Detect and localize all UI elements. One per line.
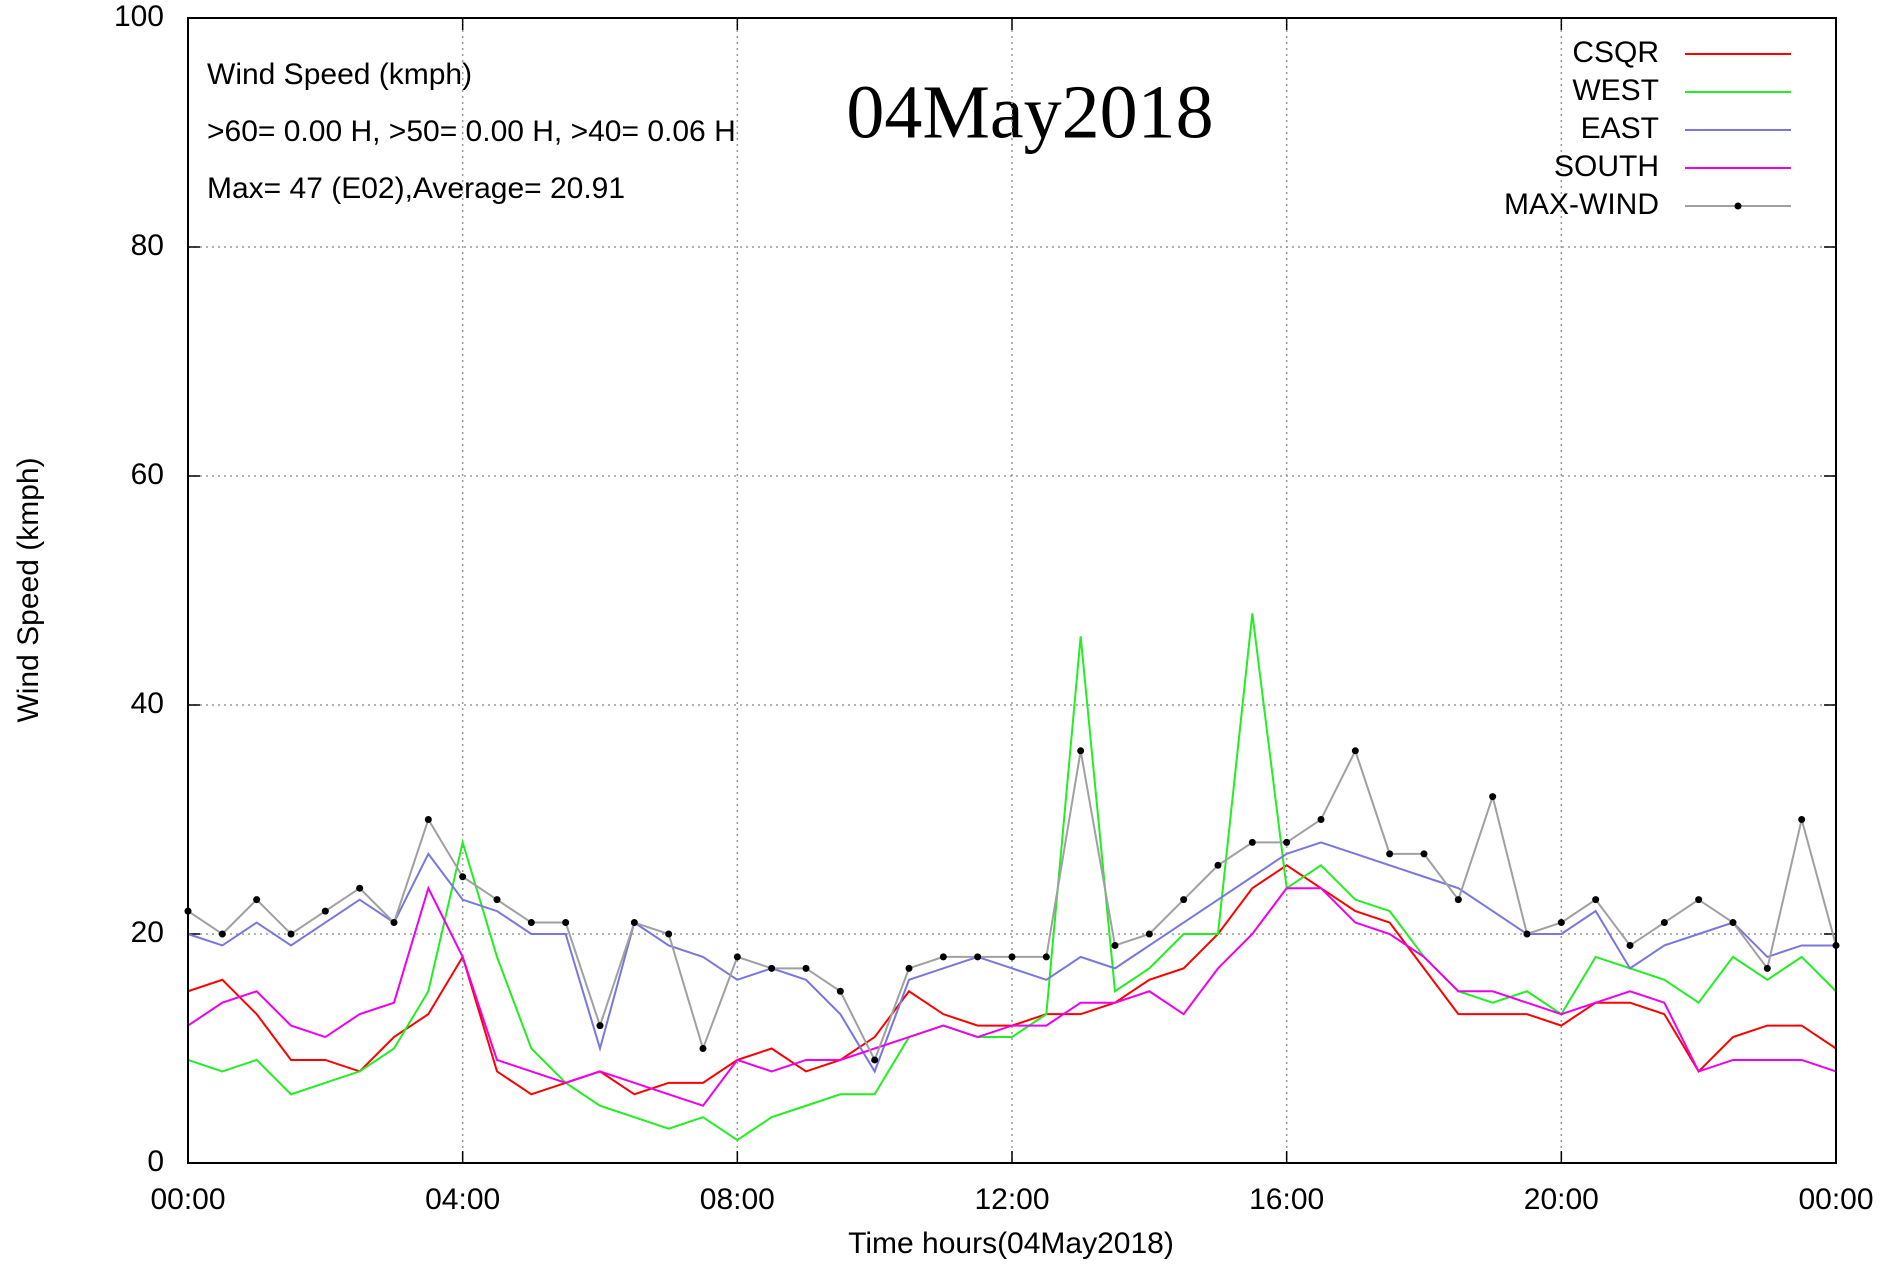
legend-label: CSQR bbox=[1572, 36, 1659, 69]
date-label: 04May2018 bbox=[846, 70, 1213, 154]
series-marker bbox=[974, 953, 982, 961]
series-marker bbox=[1557, 919, 1565, 927]
series-marker bbox=[1077, 747, 1085, 755]
legend-marker bbox=[1734, 202, 1742, 210]
series-marker bbox=[1420, 850, 1428, 858]
series-marker bbox=[356, 884, 364, 892]
series-marker bbox=[1454, 896, 1462, 904]
plot-frame bbox=[187, 17, 1837, 1164]
series-marker bbox=[321, 907, 329, 915]
series-marker bbox=[1386, 850, 1394, 858]
series-marker bbox=[1695, 896, 1703, 904]
x-tick-label: 16:00 bbox=[1249, 1183, 1324, 1216]
series-marker bbox=[1729, 919, 1737, 927]
y-tick-label: 60 bbox=[131, 458, 164, 491]
series-marker bbox=[1145, 930, 1153, 938]
series-marker bbox=[1351, 747, 1359, 755]
series-marker bbox=[287, 930, 295, 938]
series-marker bbox=[493, 896, 501, 904]
x-tick-label: 04:00 bbox=[425, 1183, 500, 1216]
series-marker bbox=[1042, 953, 1050, 961]
series-line bbox=[187, 748, 1837, 1063]
y-axis-label: Wind Speed (kmph) bbox=[12, 457, 45, 722]
series-marker bbox=[836, 987, 844, 995]
x-tick-label: 00:00 bbox=[150, 1183, 225, 1216]
series-marker bbox=[424, 816, 432, 823]
annotation: Max= 47 (E02),Average= 20.91 bbox=[207, 172, 625, 205]
series-marker bbox=[699, 1045, 707, 1052]
series-marker bbox=[1523, 930, 1531, 938]
series-marker bbox=[871, 1056, 879, 1064]
x-tick-label: 08:00 bbox=[700, 1183, 775, 1216]
legend-label: EAST bbox=[1581, 112, 1659, 145]
series-marker bbox=[1763, 964, 1771, 972]
series-marker bbox=[253, 896, 261, 904]
legend-label: MAX-WIND bbox=[1504, 188, 1659, 221]
series-marker bbox=[733, 953, 741, 961]
series-marker bbox=[1592, 896, 1600, 904]
series-marker bbox=[665, 930, 673, 938]
series-marker bbox=[630, 919, 638, 927]
y-tick-label: 100 bbox=[114, 0, 164, 33]
series-marker bbox=[768, 964, 776, 972]
series-marker bbox=[1317, 816, 1325, 823]
series-marker bbox=[218, 930, 226, 938]
series-marker bbox=[1111, 941, 1119, 949]
series-marker bbox=[527, 919, 535, 927]
legend-label: WEST bbox=[1572, 74, 1659, 107]
series-marker bbox=[1214, 861, 1222, 869]
series-marker bbox=[939, 953, 947, 961]
legend-label: SOUTH bbox=[1554, 150, 1659, 183]
series-marker bbox=[390, 919, 398, 927]
x-tick-label: 12:00 bbox=[974, 1183, 1049, 1216]
series-marker bbox=[802, 964, 810, 972]
series-marker bbox=[1283, 838, 1291, 846]
x-tick-label: 00:00 bbox=[1798, 1183, 1873, 1216]
series-marker bbox=[562, 919, 570, 927]
annotation: >60= 0.00 H, >50= 0.00 H, >40= 0.06 H bbox=[207, 115, 736, 148]
y-tick-label: 0 bbox=[147, 1145, 164, 1178]
series-marker bbox=[459, 873, 467, 881]
series-line bbox=[187, 885, 1837, 1107]
series-marker bbox=[1798, 816, 1806, 823]
annotation: Wind Speed (kmph) bbox=[207, 58, 472, 91]
series-marker bbox=[1660, 919, 1668, 927]
y-tick-label: 40 bbox=[131, 687, 164, 720]
y-tick-label: 20 bbox=[131, 916, 164, 949]
series-marker bbox=[1248, 838, 1256, 846]
series-marker bbox=[1180, 896, 1188, 904]
x-tick-label: 20:00 bbox=[1524, 1183, 1599, 1216]
series-marker bbox=[1626, 941, 1634, 949]
series-line bbox=[187, 841, 1836, 1074]
y-tick-label: 80 bbox=[131, 229, 164, 262]
series-marker bbox=[596, 1022, 604, 1030]
x-axis-label: Time hours(04May2018) bbox=[848, 1227, 1174, 1260]
series-marker bbox=[1008, 953, 1016, 961]
series-marker bbox=[1489, 793, 1497, 801]
series-marker bbox=[905, 964, 913, 972]
